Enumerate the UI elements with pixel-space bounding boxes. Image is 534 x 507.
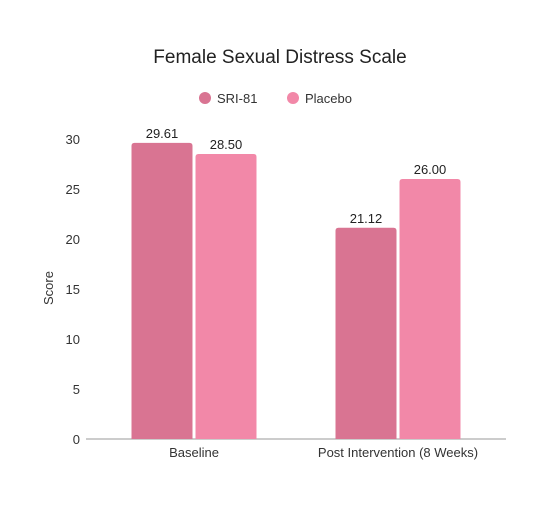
y-tick-label: 0	[73, 432, 80, 447]
y-tick-label: 5	[73, 382, 80, 397]
bars	[131, 142, 461, 439]
y-tick-label: 25	[66, 182, 80, 197]
y-tick-label: 15	[66, 282, 80, 297]
y-axis-ticks: 0 5 10 15 20 25 30	[66, 132, 80, 447]
x-axis-ticks: Baseline Post Intervention (8 Weeks)	[169, 445, 478, 460]
x-tick-label: Post Intervention (8 Weeks)	[318, 445, 478, 460]
legend-marker-sri-81	[199, 92, 211, 104]
legend-label-sri-81: SRI-81	[217, 91, 257, 106]
y-tick-label: 10	[66, 332, 80, 347]
legend-label-placebo: Placebo	[305, 91, 352, 106]
bar-value-label: 29.61	[146, 126, 179, 141]
bar-placebo-0	[195, 154, 257, 439]
legend: SRI-81 Placebo	[199, 91, 352, 106]
bar-placebo-1	[399, 179, 461, 439]
bar-value-labels: 29.61 28.50 21.12 26.00	[146, 126, 447, 226]
y-tick-label: 20	[66, 232, 80, 247]
chart-title: Female Sexual Distress Scale	[153, 47, 406, 68]
bar-value-label: 21.12	[350, 211, 383, 226]
y-tick-label: 30	[66, 132, 80, 147]
bar-value-label: 28.50	[210, 137, 243, 152]
bar-sri-81-1	[335, 227, 397, 439]
bar-value-label: 26.00	[414, 162, 447, 177]
legend-marker-placebo	[287, 92, 299, 104]
bar-sri-81-0	[131, 142, 193, 439]
x-tick-label: Baseline	[169, 445, 219, 460]
y-axis-label: Score	[41, 271, 56, 305]
